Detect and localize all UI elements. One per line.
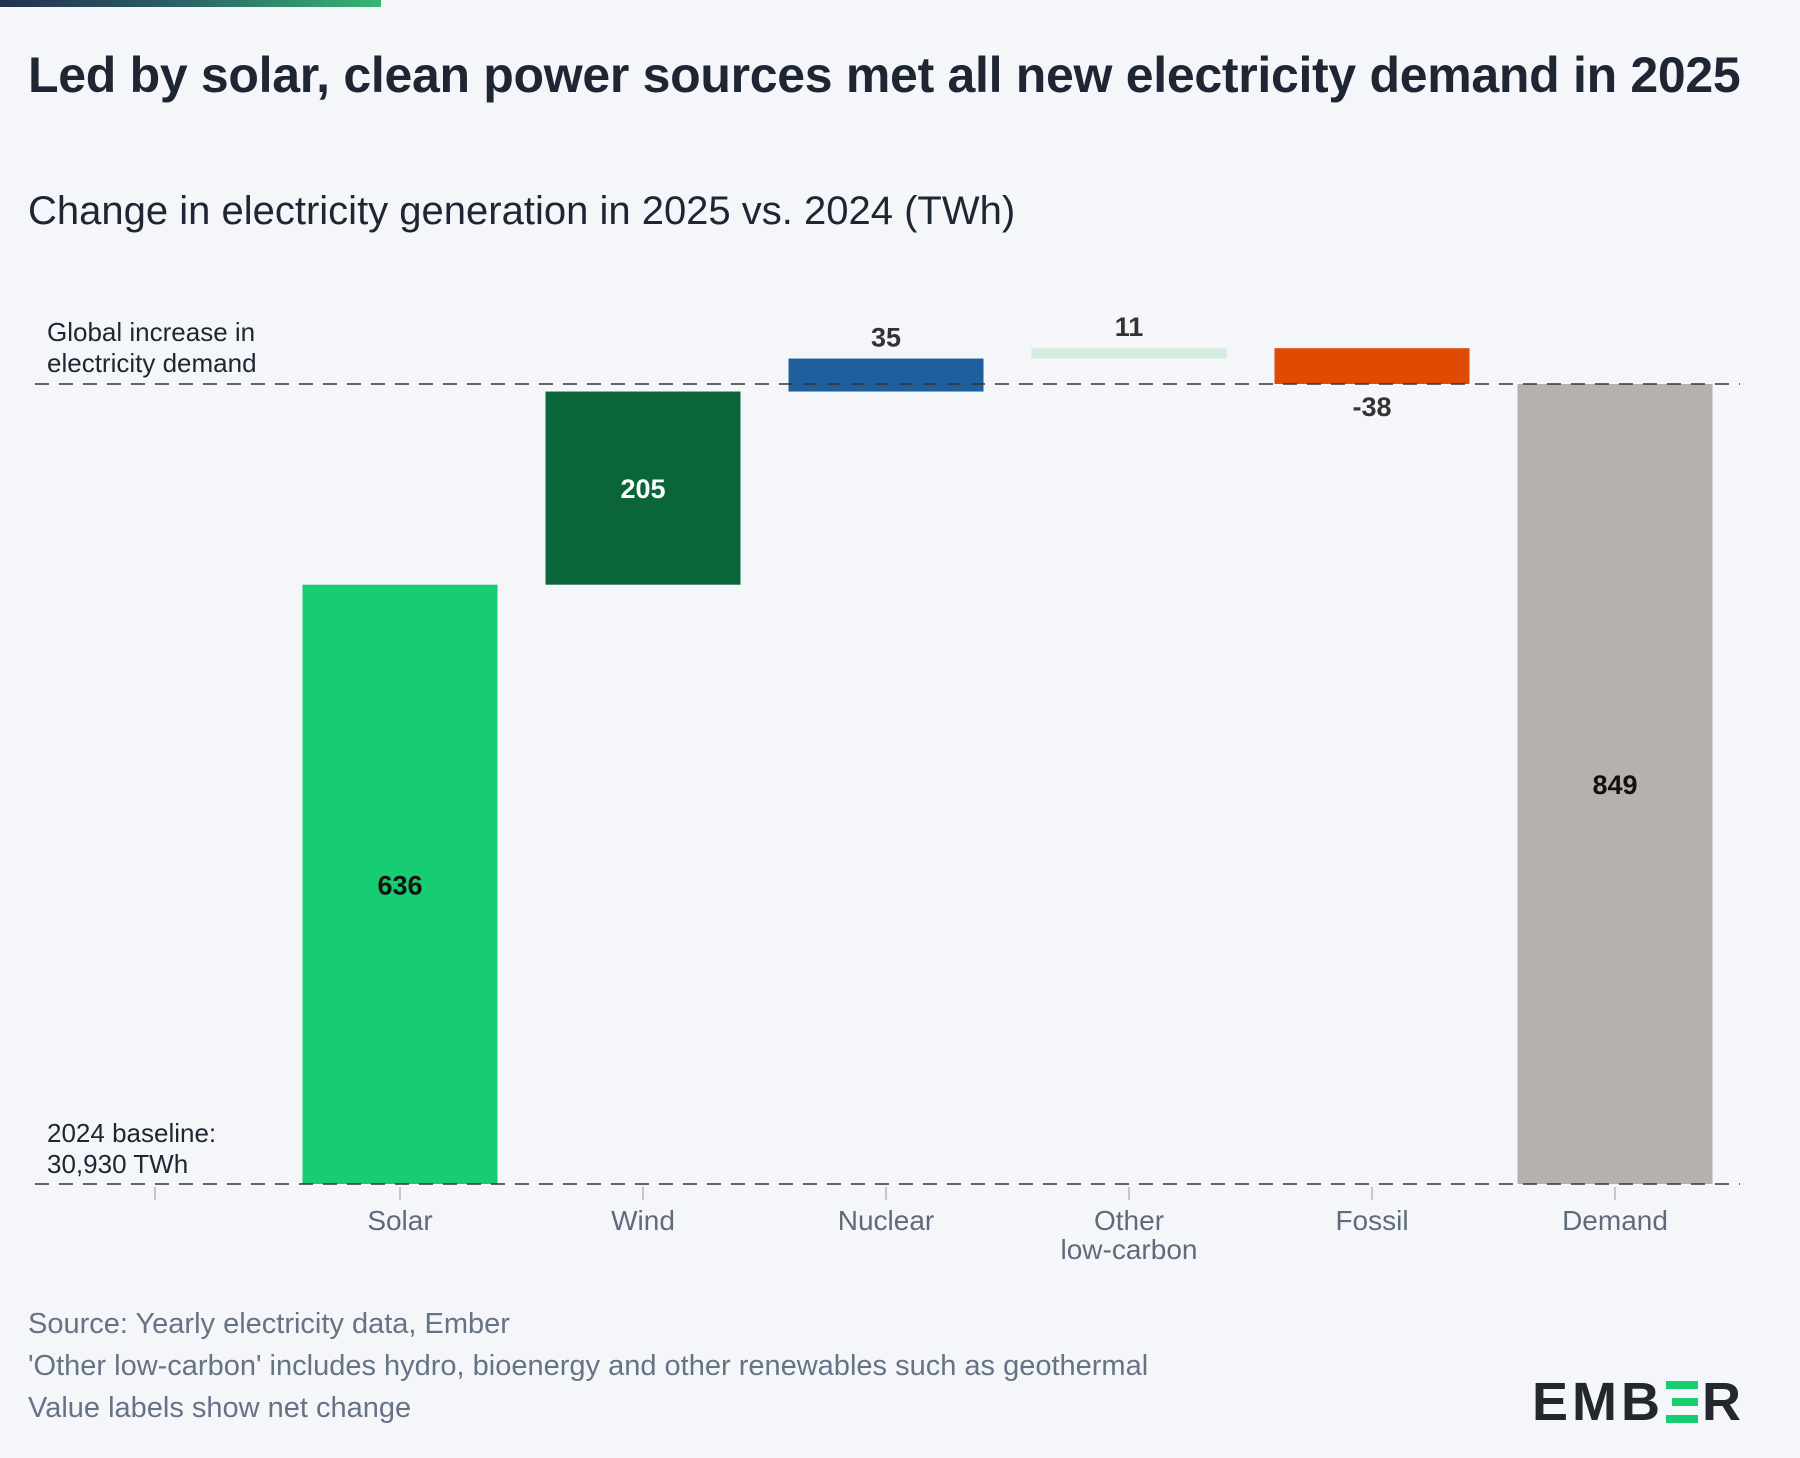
value-label-wind: 205	[620, 474, 665, 504]
bar-wind	[545, 391, 741, 585]
x-tick-label: Other	[1094, 1205, 1164, 1236]
demand-line-annotation: Global increase in	[47, 317, 255, 347]
value-label-demand: 849	[1592, 770, 1637, 800]
top-accent-bar	[0, 0, 381, 7]
x-tick-label: Nuclear	[838, 1205, 934, 1236]
demand-line-annotation: electricity demand	[47, 348, 257, 378]
baseline-annotation: 2024 baseline:	[47, 1118, 216, 1148]
logo-text-right: R	[1702, 1372, 1745, 1432]
value-label-solar: 636	[377, 870, 422, 900]
footnotes: Source: Yearly electricity data, Ember '…	[28, 1303, 1148, 1429]
bar-nuclear	[788, 358, 984, 392]
chart-title: Led by solar, clean power sources met al…	[28, 47, 1741, 103]
bar-other-low-carbon	[1031, 348, 1227, 359]
baseline-annotation: 30,930 TWh	[47, 1149, 188, 1179]
value-label-other-low-carbon: 11	[1115, 312, 1144, 342]
x-tick-label: Wind	[611, 1205, 675, 1236]
ember-logo: EMB R	[1532, 1371, 1745, 1433]
bar-solar	[302, 584, 498, 1184]
bar-demand	[1517, 384, 1713, 1184]
value-label-fossil: -38	[1352, 392, 1391, 422]
logo-text-left: EMB	[1532, 1372, 1664, 1432]
x-tick-label: low-carbon	[1061, 1234, 1198, 1265]
x-tick-label: Demand	[1562, 1205, 1668, 1236]
bar-fossil	[1274, 348, 1470, 384]
waterfall-chart: 636 Solar 205 Wind 35 Nuclear 11 Otherlow-carbo…	[35, 312, 1740, 1265]
footnote-other-low-carbon: 'Other low-carbon' includes hydro, bioen…	[28, 1350, 1149, 1382]
value-label-nuclear: 35	[871, 323, 901, 353]
x-tick-label: Solar	[367, 1205, 432, 1236]
footnote-source: Source: Yearly electricity data, Ember	[28, 1308, 510, 1340]
chart-subtitle: Change in electricity generation in 2025…	[28, 189, 1016, 233]
footnote-value-labels: Value labels show net change	[28, 1392, 412, 1424]
logo-e-mark	[1666, 1381, 1698, 1423]
x-tick-label: Fossil	[1335, 1205, 1408, 1236]
